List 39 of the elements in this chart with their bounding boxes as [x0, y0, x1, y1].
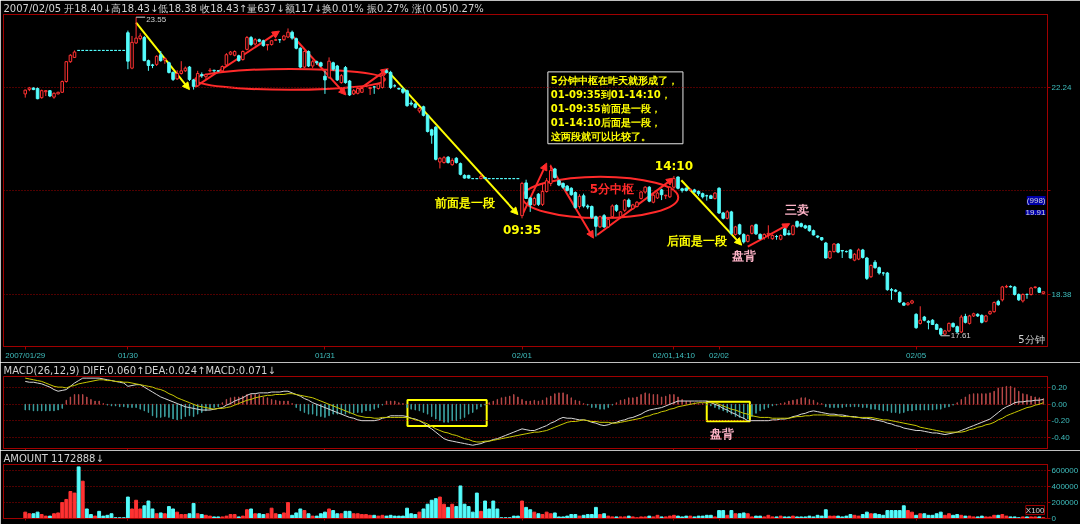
annotation: 14:10 [654, 158, 694, 173]
annotation: 23.55 [146, 15, 167, 25]
y-tick-label: 0 [1051, 514, 1057, 523]
annotation: (998) [1026, 196, 1046, 206]
annotation: 后面是一段 [665, 233, 728, 248]
annotation: X100 [1025, 505, 1046, 515]
chart-title: MACD(26,12,9) DIFF:0.060↑DEA:0.024↑MACD:0.071↓ [3, 365, 276, 376]
y-tick-label: 200000 [1051, 498, 1079, 508]
x-tick-label: 02/01,14:10 [652, 350, 696, 360]
annotation: 19.91 [1025, 207, 1047, 217]
y-tick-label: 400000 [1051, 482, 1079, 492]
annotation: 5分钟中枢在昨天就形成了， [550, 74, 678, 86]
x-tick-label: 02/02 [709, 350, 730, 360]
annotation: 5分钟 [1018, 333, 1045, 345]
annotation: 01-14:10后面是一段， [550, 116, 661, 128]
y-tick-label: 18.38 [1051, 289, 1073, 299]
annotation: 三卖 [785, 203, 810, 218]
y-tick-label: 0.20 [1051, 383, 1068, 393]
annotation: 01-09:35前面是一段， [550, 102, 661, 114]
chart-title: AMOUNT 1172888↓ [3, 453, 104, 464]
y-tick-label: 0.00 [1051, 399, 1068, 409]
y-tick-label: -0.40 [1051, 432, 1071, 442]
annotation: 这两段就可以比较了。 [549, 130, 651, 142]
annotation: 5分中枢 [589, 181, 635, 196]
x-tick-label: 01/30 [117, 350, 139, 360]
annotation: 01-09:35到01-14:10， [550, 88, 671, 100]
x-tick-label: 01/31 [314, 350, 336, 360]
x-tick-label: 02/05 [906, 350, 927, 360]
y-tick-label: 22.24 [1051, 82, 1073, 92]
chart-title: 2007/02/05 开18.40↓高18.43↓低18.38 收18.43↑量637↓额117↓换0.01% 振0.27% 涨(0.05)0.27% [3, 3, 484, 14]
x-tick-label: 2007/01/29 [5, 350, 46, 360]
annotation: 17.61 [950, 331, 972, 341]
y-tick-label: 600000 [1051, 466, 1079, 476]
annotation: 09:35 [502, 223, 542, 238]
y-tick-label: -0.20 [1051, 416, 1071, 426]
x-tick-label: 02/01 [512, 350, 533, 360]
annotation: 盘背 [730, 248, 757, 263]
annotation: 盘背 [708, 426, 735, 441]
annotation: 前面是一段 [434, 195, 497, 210]
